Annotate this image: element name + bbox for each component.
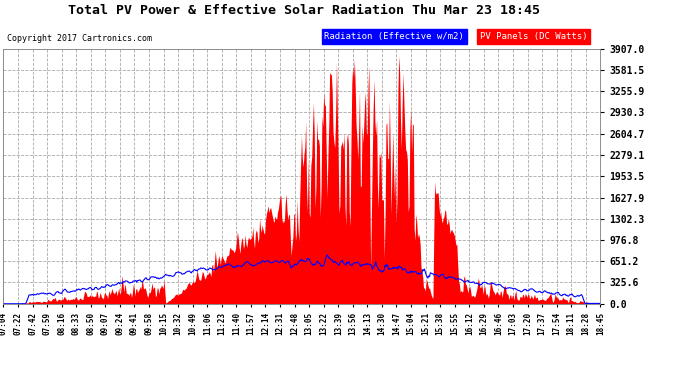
Text: Copyright 2017 Cartronics.com: Copyright 2017 Cartronics.com — [7, 34, 152, 43]
Text: PV Panels (DC Watts): PV Panels (DC Watts) — [480, 32, 587, 41]
Text: Radiation (Effective w/m2): Radiation (Effective w/m2) — [324, 32, 464, 41]
Text: Total PV Power & Effective Solar Radiation Thu Mar 23 18:45: Total PV Power & Effective Solar Radiati… — [68, 4, 540, 17]
